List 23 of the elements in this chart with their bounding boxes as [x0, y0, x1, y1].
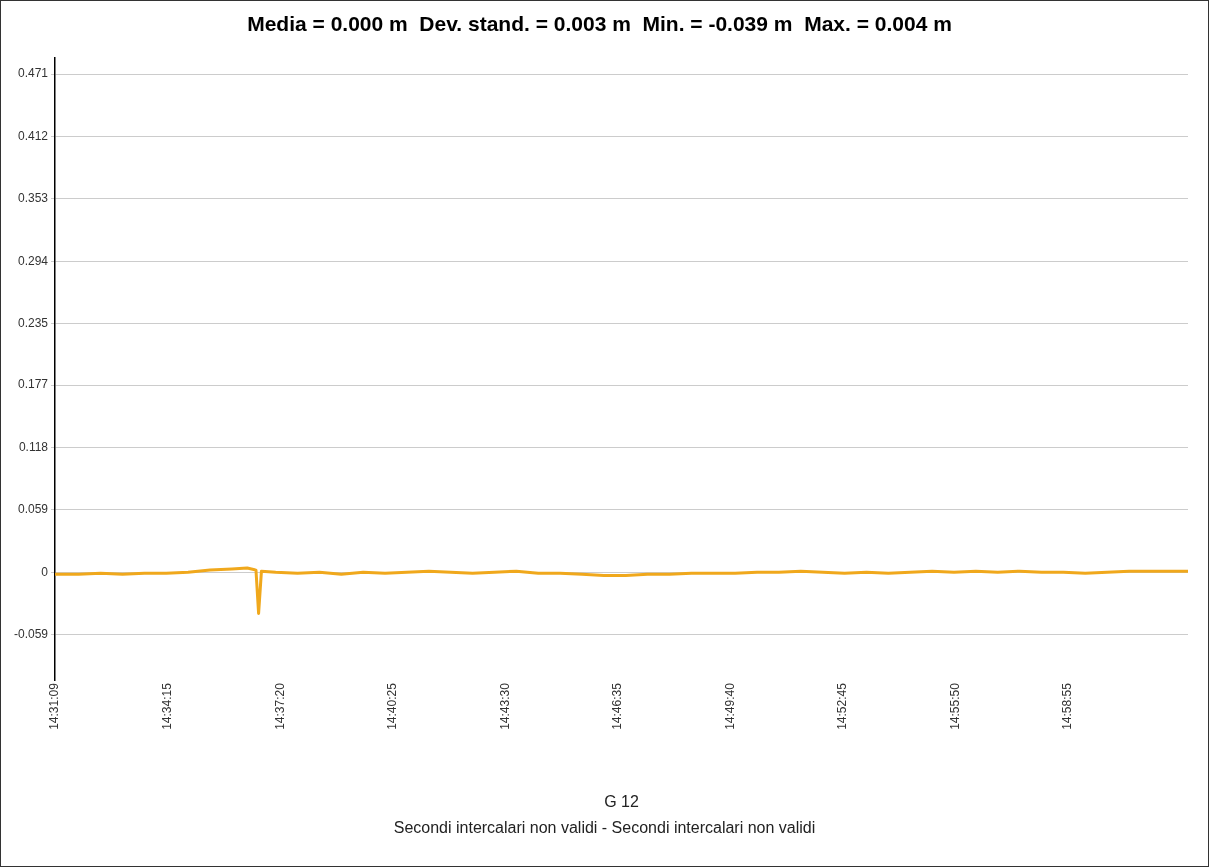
y-tick-label: 0.412 [17, 128, 49, 143]
x-tick-label: 14:43:30 [497, 682, 512, 730]
y-tick-label: 0.235 [17, 315, 49, 330]
y-tick-label: 0 [41, 564, 49, 579]
text: Secondi intercalari non validi - Secondi intercalari non validi [392, 819, 817, 837]
y-tick-label: 0.177 [17, 377, 49, 392]
chart-title: Media = 0.000 m Dev. stand. = 0.003 m Min. = -0.039 m Max. = 0.004 m [247, 12, 952, 36]
y-tick-label: 0.471 [17, 66, 49, 81]
x-tick-label: 14:40:25 [385, 682, 400, 730]
x-tick-label: 14:58:55 [1059, 682, 1074, 730]
x-tick-label: 14:31:09 [47, 682, 62, 730]
x-axis-title: G 12 [604, 792, 639, 810]
x-tick-label: 14:46:35 [610, 682, 625, 730]
x-tick-label: 14:37:20 [272, 682, 287, 730]
y-tick-label: 0.059 [17, 502, 49, 517]
y-tick-label: 0.294 [17, 253, 49, 268]
x-tick-label: 14:34:15 [160, 682, 175, 730]
x-tick-label: 14:55:50 [947, 682, 962, 730]
y-tick-label: 0.118 [18, 439, 49, 454]
y-tick-label: -0.059 [13, 626, 49, 641]
x-tick-label: 14:52:45 [835, 682, 850, 730]
x-tick-label: 14:49:40 [722, 682, 737, 730]
y-tick-label: 0.353 [17, 191, 49, 206]
